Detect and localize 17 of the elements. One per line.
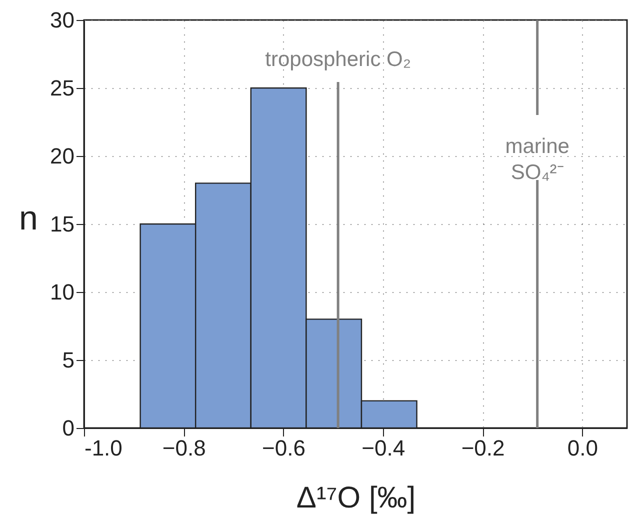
x-tick-label: -1.0 (84, 436, 122, 460)
x-tick-label: −0.4 (362, 436, 406, 460)
ref-line-label: tropospheric O₂ (265, 48, 412, 71)
y-tick-label: 25 (50, 76, 74, 100)
y-tick-label: 30 (50, 8, 74, 32)
y-tick-label: 5 (62, 348, 74, 372)
y-tick-label: 0 (62, 416, 74, 440)
x-tick-label: −0.2 (461, 436, 505, 460)
ref-line-label: marine SO₄²⁻ (505, 135, 570, 184)
x-tick-label: −0.8 (162, 436, 206, 460)
y-tick-label: 15 (50, 212, 74, 236)
y-tick-label: 20 (50, 144, 74, 168)
x-tick-label: 0.0 (567, 436, 598, 460)
x-axis-title: Δ¹⁷O [‰] (296, 482, 416, 514)
y-axis-title: n (19, 200, 38, 238)
y-tick-label: 10 (50, 280, 74, 304)
x-tick-label: −0.6 (262, 436, 306, 460)
